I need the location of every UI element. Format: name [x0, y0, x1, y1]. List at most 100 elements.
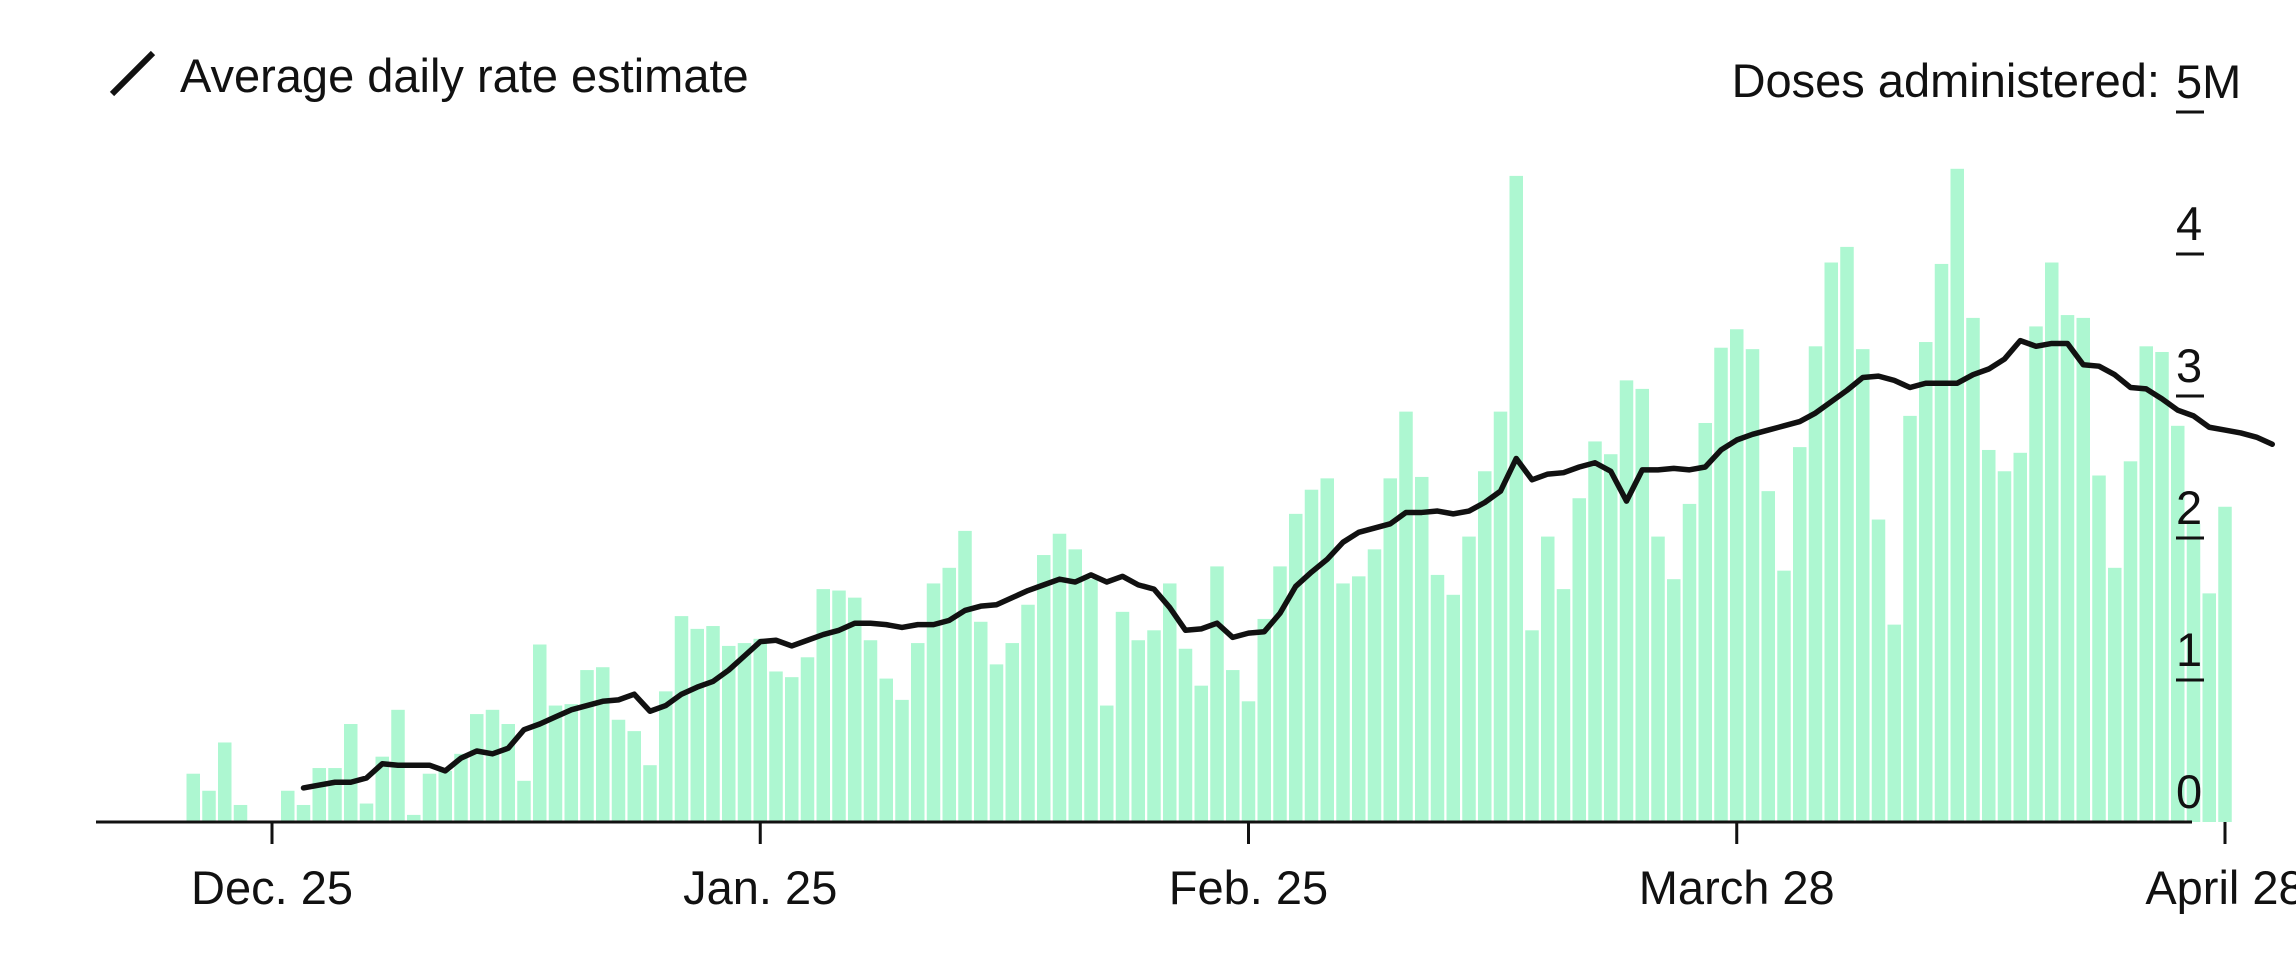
bar	[1415, 476, 1429, 822]
bar	[895, 699, 909, 822]
bar	[1919, 342, 1933, 822]
bars-layer	[186, 168, 2232, 823]
bar	[2155, 351, 2169, 822]
bar	[627, 731, 641, 822]
bar	[737, 643, 752, 822]
bar	[1320, 478, 1334, 822]
x-tick-label: March 28	[1639, 861, 1835, 914]
bar	[785, 677, 799, 822]
bar	[1430, 574, 1445, 822]
x-tick-label: April 28	[2145, 861, 2296, 914]
bar	[1210, 566, 1224, 822]
bar	[863, 640, 878, 822]
y-tick-label: 5M	[2176, 55, 2241, 108]
bar	[816, 589, 830, 822]
bar	[1257, 618, 1271, 822]
bar	[218, 742, 232, 822]
bar	[974, 621, 988, 822]
bar	[674, 616, 689, 822]
bar	[1383, 478, 1397, 822]
bar	[1856, 349, 1870, 822]
bar	[942, 567, 956, 822]
bar	[1761, 491, 1775, 822]
bar	[1194, 685, 1208, 822]
bar	[611, 719, 626, 822]
bar	[1651, 536, 1665, 822]
bar	[438, 770, 452, 822]
bar	[1541, 536, 1555, 822]
bar	[753, 638, 767, 822]
bar	[1871, 519, 1886, 822]
bar	[1667, 579, 1681, 822]
bar	[1005, 643, 1019, 822]
bar	[1903, 415, 1917, 822]
bar	[454, 753, 468, 822]
y-tick-label: 4	[2176, 197, 2202, 250]
bar	[1714, 347, 1728, 822]
bar	[328, 768, 342, 822]
bar	[2060, 315, 2075, 822]
bar	[1950, 168, 1964, 823]
bar	[1840, 246, 1854, 822]
y-tick-label: 3	[2176, 339, 2202, 392]
x-tick-label: Feb. 25	[1169, 861, 1328, 914]
bar	[1493, 411, 1508, 822]
bar	[958, 530, 972, 822]
bar	[2029, 326, 2043, 822]
bar	[1100, 705, 1114, 822]
bar	[407, 814, 421, 822]
bar	[312, 768, 326, 822]
bar	[1793, 447, 1807, 822]
bar	[1588, 441, 1602, 822]
bar	[832, 590, 846, 822]
bar	[1682, 503, 1697, 822]
legend-label: Average daily rate estimate	[180, 49, 749, 102]
bar	[643, 765, 657, 822]
bar	[1289, 513, 1303, 822]
bar	[2092, 475, 2106, 822]
bar	[1525, 630, 1539, 822]
bar	[989, 664, 1004, 822]
bar	[848, 597, 862, 822]
bar	[706, 626, 720, 822]
bar	[2218, 506, 2232, 822]
bar	[1556, 589, 1571, 822]
bar	[296, 804, 311, 822]
bar	[2013, 452, 2027, 822]
legend: Average daily rate estimate	[109, 49, 749, 102]
bar	[2108, 567, 2122, 822]
bar	[2139, 346, 2153, 822]
bar	[1352, 576, 1366, 822]
bar	[1934, 263, 1949, 822]
bar	[1399, 411, 1413, 822]
bar	[1745, 349, 1760, 822]
bar	[2171, 425, 2185, 822]
bar	[2076, 317, 2090, 822]
bar	[1777, 570, 1791, 822]
bar	[1730, 329, 1744, 822]
bar	[1635, 388, 1649, 822]
bar	[1808, 346, 1823, 822]
bar	[1982, 449, 1996, 822]
bar	[548, 705, 563, 822]
x-axis: Dec. 25 Jan. 25 Feb. 25 March 28 April 28	[191, 822, 2296, 914]
x-tick-label: Jan. 25	[683, 861, 837, 914]
bar	[233, 804, 248, 822]
bar	[2123, 461, 2138, 822]
bar	[926, 583, 941, 822]
bar	[186, 773, 200, 822]
bar	[1147, 630, 1161, 822]
bar	[1068, 549, 1082, 822]
bar	[800, 657, 815, 822]
bar	[1509, 175, 1523, 822]
bar	[1997, 471, 2012, 822]
bar	[596, 667, 610, 822]
bar	[1037, 555, 1051, 822]
y-tick-label: 0	[2176, 765, 2202, 818]
y-tick-label: 1	[2176, 623, 2202, 676]
bar	[1367, 549, 1382, 822]
bar	[1084, 579, 1098, 822]
bar	[344, 724, 358, 822]
bar	[517, 780, 531, 822]
